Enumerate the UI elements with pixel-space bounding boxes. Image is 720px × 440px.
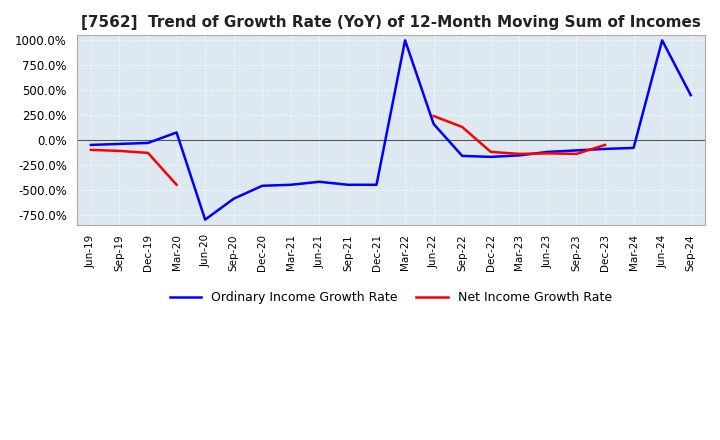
Ordinary Income Growth Rate	[658, 38, 667, 43]
Net Income Growth Rate	[172, 182, 181, 187]
Net Income Growth Rate	[429, 114, 438, 119]
Ordinary Income Growth Rate	[343, 182, 352, 187]
Ordinary Income Growth Rate	[287, 182, 295, 187]
Ordinary Income Growth Rate	[515, 153, 523, 158]
Net Income Growth Rate	[487, 149, 495, 154]
Net Income Growth Rate	[600, 142, 609, 147]
Net Income Growth Rate	[458, 125, 467, 130]
Ordinary Income Growth Rate	[201, 217, 210, 222]
Line: Ordinary Income Growth Rate: Ordinary Income Growth Rate	[91, 40, 690, 220]
Net Income Growth Rate	[515, 151, 523, 157]
Net Income Growth Rate	[544, 151, 552, 156]
Net Income Growth Rate	[572, 151, 581, 157]
Ordinary Income Growth Rate	[144, 140, 153, 146]
Ordinary Income Growth Rate	[372, 182, 381, 187]
Ordinary Income Growth Rate	[230, 196, 238, 202]
Ordinary Income Growth Rate	[258, 183, 266, 188]
Ordinary Income Growth Rate	[629, 145, 638, 150]
Ordinary Income Growth Rate	[401, 38, 410, 43]
Ordinary Income Growth Rate	[544, 149, 552, 154]
Line: Net Income Growth Rate: Net Income Growth Rate	[91, 116, 605, 185]
Title: [7562]  Trend of Growth Rate (YoY) of 12-Month Moving Sum of Incomes: [7562] Trend of Growth Rate (YoY) of 12-…	[81, 15, 701, 30]
Ordinary Income Growth Rate	[572, 148, 581, 153]
Legend: Ordinary Income Growth Rate, Net Income Growth Rate: Ordinary Income Growth Rate, Net Income …	[165, 286, 617, 309]
Ordinary Income Growth Rate	[487, 154, 495, 160]
Net Income Growth Rate	[144, 150, 153, 155]
Ordinary Income Growth Rate	[429, 121, 438, 127]
Net Income Growth Rate	[86, 147, 95, 153]
Ordinary Income Growth Rate	[600, 146, 609, 151]
Ordinary Income Growth Rate	[172, 130, 181, 135]
Ordinary Income Growth Rate	[86, 142, 95, 147]
Ordinary Income Growth Rate	[458, 153, 467, 158]
Ordinary Income Growth Rate	[686, 92, 695, 98]
Ordinary Income Growth Rate	[315, 179, 324, 184]
Ordinary Income Growth Rate	[115, 141, 124, 147]
Net Income Growth Rate	[115, 148, 124, 154]
